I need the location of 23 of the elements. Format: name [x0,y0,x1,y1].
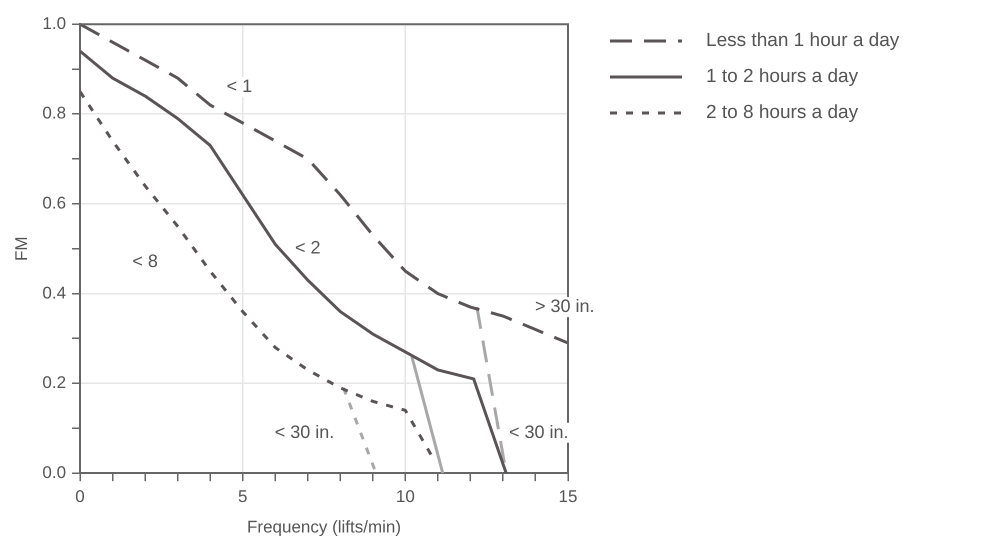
y-tick-label: 0.6 [42,193,66,212]
annotation: < 30 in. [508,422,568,442]
x-axis-title: Frequency (lifts/min) [247,517,402,536]
y-tick-label: 0.0 [42,462,66,482]
y-tick-label: 0.2 [42,373,66,392]
x-tick-label: 15 [558,487,578,506]
annotation: < 2 [294,238,321,258]
annotation: > 30 in. [534,296,595,316]
legend-label: 1 to 2 hours a day [706,66,858,88]
y-tick-label: 1.0 [42,14,66,33]
x-tick-label: 10 [396,487,415,506]
y-tick-label: 0.8 [42,104,66,123]
annotation: < 8 [132,251,158,272]
line-series [80,90,433,457]
y-tick-label: 0.4 [42,283,66,302]
legend-label: Less than 1 hour a day [706,30,900,52]
x-tick-label: 5 [238,487,248,506]
legend-label: 2 to 8 hours a day [706,102,858,124]
line-series [80,24,568,344]
x-tick-label: 0 [75,487,85,506]
y-axis-title: FM [12,236,31,261]
annotation: < 1 [226,76,252,96]
annotation: < 30 in. [274,422,334,442]
